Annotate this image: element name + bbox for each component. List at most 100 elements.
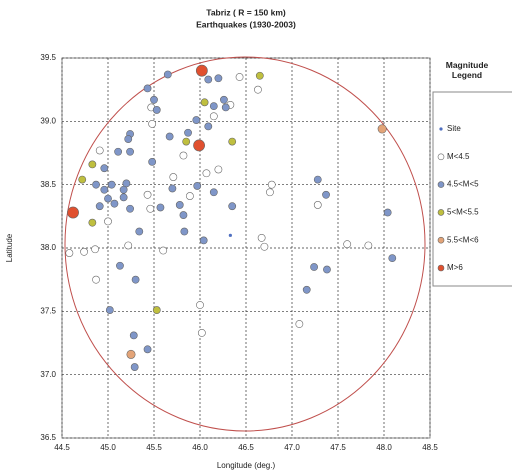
data-point xyxy=(105,306,114,314)
data-point xyxy=(204,122,213,131)
y-tick-label: 39.5 xyxy=(40,53,56,62)
x-tick-label: 46.0 xyxy=(192,443,208,452)
data-point xyxy=(92,180,100,189)
legend-marker xyxy=(437,236,445,244)
legend-box xyxy=(432,91,512,287)
legend-label: M<4.5 xyxy=(447,152,470,161)
data-point xyxy=(135,227,144,236)
x-tick-label: 45.0 xyxy=(100,443,116,452)
x-tick-label: 48.5 xyxy=(422,443,438,452)
legend-label: 5<M<5.5 xyxy=(447,208,479,217)
data-point xyxy=(295,320,304,328)
data-point xyxy=(180,227,189,236)
data-point xyxy=(214,165,223,174)
data-point xyxy=(150,95,158,104)
data-point xyxy=(124,241,133,250)
data-point xyxy=(126,349,136,359)
legend-marker xyxy=(437,181,445,188)
data-point xyxy=(119,185,128,194)
data-point xyxy=(254,85,262,94)
marks xyxy=(65,64,397,371)
data-point xyxy=(267,180,276,189)
data-point xyxy=(143,345,152,354)
data-point xyxy=(255,71,264,80)
data-point xyxy=(146,204,155,213)
data-point xyxy=(228,233,232,237)
data-point xyxy=(310,263,318,271)
data-point xyxy=(214,74,223,83)
data-point xyxy=(179,151,188,160)
data-point xyxy=(323,265,331,274)
legend-label: 4.5<M<5 xyxy=(447,180,479,189)
data-point xyxy=(163,70,172,79)
data-point xyxy=(179,211,188,219)
x-tick-label: 46.5 xyxy=(238,443,254,452)
data-point xyxy=(95,202,104,211)
y-tick-label: 37.0 xyxy=(40,370,56,379)
chart-title: Tabriz ( R = 150 km) xyxy=(206,7,286,17)
data-point xyxy=(78,175,87,184)
data-point xyxy=(377,124,387,134)
data-point xyxy=(65,249,74,257)
data-point xyxy=(184,128,192,137)
x-tick-label: 45.5 xyxy=(146,443,162,452)
legend-marker xyxy=(437,153,445,161)
data-point xyxy=(193,139,205,152)
data-point xyxy=(220,95,228,104)
x-axis-label: Longitude (deg.) xyxy=(217,461,276,470)
data-point xyxy=(107,180,116,189)
data-point xyxy=(313,175,322,184)
data-point xyxy=(148,119,157,128)
data-point xyxy=(383,208,392,217)
data-point xyxy=(193,182,202,190)
data-point xyxy=(204,75,213,84)
legend-marker xyxy=(439,127,443,131)
legend-title: Magnitude Legend xyxy=(445,60,489,80)
data-point xyxy=(221,103,230,112)
data-point xyxy=(80,247,88,256)
data-point xyxy=(143,84,152,93)
y-tick-label: 38.5 xyxy=(40,180,56,189)
data-point xyxy=(88,160,97,169)
data-point xyxy=(126,147,134,156)
data-point xyxy=(200,98,209,107)
data-point xyxy=(130,363,139,371)
data-point xyxy=(209,188,218,197)
data-point xyxy=(143,190,152,199)
data-point xyxy=(182,137,191,146)
data-point xyxy=(260,242,269,251)
data-point xyxy=(209,112,218,121)
data-point xyxy=(156,203,165,212)
data-point xyxy=(100,164,109,173)
data-point xyxy=(104,217,112,226)
x-tick-label: 44.5 xyxy=(54,443,70,452)
data-point xyxy=(148,157,157,166)
legend: Site M<4.5 4.5<M<5 5<M<5.5 5.5<M<6 M>6 xyxy=(437,124,479,272)
data-point xyxy=(152,106,161,114)
data-point xyxy=(313,201,322,209)
y-tick-label: 38.0 xyxy=(40,243,56,252)
legend-marker xyxy=(437,209,445,216)
data-point xyxy=(364,241,373,250)
data-point xyxy=(185,192,194,200)
legend-label: M>6 xyxy=(447,263,463,272)
data-point xyxy=(129,331,138,340)
grid xyxy=(61,57,431,439)
data-point xyxy=(388,254,397,263)
data-point xyxy=(124,135,133,143)
data-point xyxy=(192,116,201,124)
chart-subtitle: Earthquakes (1930-2003) xyxy=(196,19,296,29)
x-tick-label: 47.5 xyxy=(330,443,346,452)
data-point xyxy=(104,194,112,203)
y-axis-label: Latitude xyxy=(5,233,14,262)
data-point xyxy=(235,73,244,81)
x-tick-label: 48.0 xyxy=(376,443,392,452)
data-point xyxy=(322,190,330,199)
y-tick-label: 37.5 xyxy=(40,306,56,315)
data-point xyxy=(169,173,178,181)
data-point xyxy=(100,185,109,194)
data-point xyxy=(302,285,311,294)
data-point xyxy=(195,64,208,77)
legend-marker xyxy=(437,264,445,272)
